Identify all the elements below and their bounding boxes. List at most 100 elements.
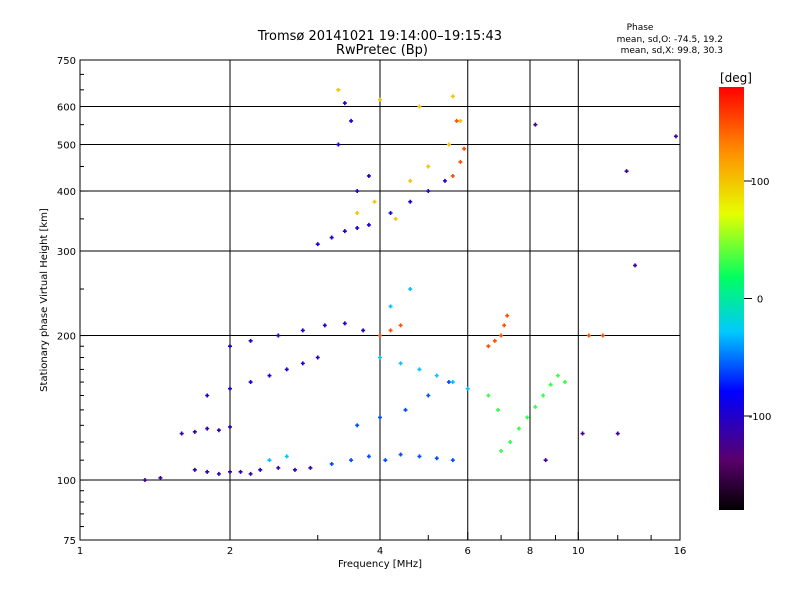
data-point: [562, 380, 567, 385]
x-tick-label: 8: [527, 546, 533, 557]
colorbar-tick-label: 100: [750, 177, 769, 188]
data-point: [615, 431, 620, 436]
data-point: [462, 146, 467, 151]
data-point: [624, 169, 629, 174]
x-tick-label: 1: [77, 546, 83, 557]
data-point: [248, 471, 253, 476]
data-point: [284, 367, 289, 372]
data-point: [355, 226, 360, 231]
data-point: [336, 142, 341, 147]
data-point: [248, 380, 253, 385]
y-tick-label: 400: [57, 187, 76, 198]
data-point: [342, 321, 347, 326]
data-point: [248, 338, 253, 343]
data-point: [216, 428, 221, 433]
data-point: [541, 393, 546, 398]
data-point: [450, 173, 455, 178]
data-point: [408, 199, 413, 204]
data-point: [349, 118, 354, 123]
data-point: [600, 333, 605, 338]
data-point: [398, 452, 403, 457]
data-point: [543, 458, 548, 463]
data-point: [378, 333, 382, 338]
data-point: [505, 313, 510, 318]
data-point: [442, 178, 447, 183]
data-point: [300, 328, 305, 333]
x-tick-label: 10: [572, 546, 585, 557]
data-point: [372, 199, 377, 204]
data-point: [205, 393, 210, 398]
x-tick-label: 4: [377, 546, 383, 557]
data-points-layer: [142, 87, 678, 483]
data-point: [276, 333, 281, 338]
data-point: [388, 304, 393, 309]
data-point: [228, 469, 232, 474]
data-point: [329, 461, 334, 466]
data-point: [434, 456, 439, 461]
colorbar: [719, 87, 744, 510]
data-point: [308, 465, 313, 470]
data-point: [446, 380, 451, 385]
y-tick-label: 75: [63, 536, 76, 547]
stats-heading: Phase: [627, 23, 654, 33]
data-point: [388, 328, 393, 333]
data-point: [361, 328, 366, 333]
data-point: [179, 431, 184, 436]
data-point: [228, 386, 232, 391]
data-point: [548, 382, 553, 387]
data-point: [355, 423, 360, 428]
data-point: [366, 222, 371, 227]
data-point: [267, 373, 272, 378]
data-point: [329, 235, 334, 240]
colorbar-tick-label: -100: [749, 412, 772, 423]
data-point: [417, 104, 422, 109]
data-point: [426, 189, 431, 194]
data-point: [366, 173, 371, 178]
data-point: [383, 458, 388, 463]
y-tick-label: 300: [57, 247, 76, 258]
data-point: [228, 424, 232, 429]
data-point: [349, 458, 354, 463]
data-point: [495, 407, 500, 412]
data-point: [355, 189, 360, 194]
y-tick-label: 500: [57, 141, 76, 152]
data-point: [450, 94, 455, 99]
data-point: [450, 458, 455, 463]
y-tick-label: 200: [57, 332, 76, 343]
data-point: [267, 458, 272, 463]
data-point: [355, 211, 360, 216]
tick-layer: 1 2 4 6 8 10 16 75 100 200 300 400 500 600 750: [57, 56, 686, 557]
data-point: [315, 355, 320, 360]
data-point: [192, 467, 197, 472]
colorbar-tick-label: 0: [757, 295, 763, 306]
x-tick-label: 6: [465, 546, 471, 557]
data-point: [205, 426, 210, 431]
data-point: [315, 242, 320, 247]
data-point: [342, 229, 347, 234]
data-point: [322, 323, 327, 328]
data-point: [450, 380, 455, 385]
data-point: [499, 448, 504, 453]
data-point: [446, 142, 451, 147]
data-point: [465, 386, 470, 391]
stats-o-mode: mean, sd,O: -74.5, 19.2: [617, 35, 723, 45]
data-point: [336, 87, 341, 92]
data-point: [417, 367, 422, 372]
data-point: [158, 475, 163, 480]
stats-x-mode: mean, sd,X: 99.8, 30.3: [621, 46, 723, 56]
data-point: [393, 216, 398, 221]
x-tick-label: 16: [674, 546, 687, 557]
data-point: [486, 393, 491, 398]
data-point: [300, 361, 305, 366]
data-point: [486, 344, 491, 349]
chart-title: Tromsø 20141021 19:14:00–19:15:43: [257, 29, 502, 44]
data-point: [508, 440, 513, 445]
data-point: [388, 211, 393, 216]
colorbar-label: [deg]: [720, 71, 752, 85]
data-point: [458, 118, 463, 123]
data-point: [366, 454, 371, 459]
data-point: [408, 178, 413, 183]
data-point: [499, 333, 504, 338]
data-point: [586, 333, 591, 338]
